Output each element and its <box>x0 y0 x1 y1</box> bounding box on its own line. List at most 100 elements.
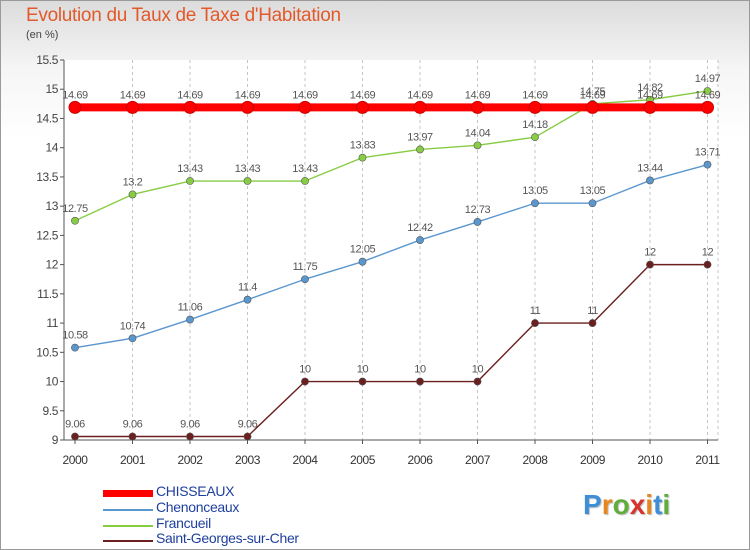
data-point-chisseaux <box>586 100 599 114</box>
data-point-francueil <box>301 177 309 185</box>
logo-letter: r <box>601 489 613 520</box>
x-tick-label: 2008 <box>522 453 548 467</box>
data-point-chenonceaux <box>358 257 367 266</box>
data-point-chenonceaux <box>416 236 424 244</box>
x-tick-label: 2007 <box>465 453 491 467</box>
data-label-chenonceaux: 11.75 <box>293 261 318 273</box>
data-point-chenonceaux <box>128 334 137 343</box>
data-label-chenonceaux: 13.05 <box>580 185 606 197</box>
x-tick-label: 2006 <box>407 453 433 467</box>
data-point-chisseaux <box>701 100 714 114</box>
data-label-chisseaux: 14.69 <box>580 89 606 101</box>
data-point-saint-georges-sur-cher <box>646 260 654 269</box>
chart-title: Evolution du Taux de Taxe d'Habitation <box>26 5 341 26</box>
data-label-francueil: 14.75 <box>580 86 606 98</box>
data-point-chisseaux <box>183 100 197 114</box>
data-point-saint-georges-sur-cher <box>71 432 79 441</box>
data-label-francueil: 13.2 <box>123 176 143 188</box>
data-label-chenonceaux: 11.06 <box>178 302 203 314</box>
data-point-chenonceaux <box>703 160 712 169</box>
data-point-saint-georges-sur-cher <box>473 377 482 386</box>
data-label-saint-georges-sur-cher: 9.06 <box>65 418 85 430</box>
data-label-francueil: 14.18 <box>522 119 548 131</box>
x-tick-label: 2002 <box>177 453 203 467</box>
data-label-saint-georges-sur-cher: 12 <box>702 247 714 259</box>
data-point-chenonceaux <box>473 218 482 226</box>
y-unit-label: (en %) <box>26 29 59 41</box>
data-point-saint-georges-sur-cher <box>588 319 597 327</box>
data-label-francueil: 12.75 <box>62 203 88 215</box>
legend-label-saint-georges-sur-cher: Saint-Georges-sur-Cher <box>156 530 299 546</box>
data-point-chisseaux <box>126 100 139 114</box>
y-tick-label: 11.5 <box>37 287 59 301</box>
data-label-saint-georges-sur-cher: 10 <box>357 364 369 376</box>
data-label-chenonceaux: 12.05 <box>350 244 376 256</box>
data-point-chisseaux <box>298 100 312 114</box>
x-tick-label: 2000 <box>62 453 88 467</box>
legend-swatch-saint-georges-sur-cher <box>103 540 153 542</box>
data-point-francueil <box>243 177 252 185</box>
data-point-francueil <box>531 133 539 142</box>
y-tick-label: 15.5 <box>36 53 58 67</box>
data-label-chenonceaux: 13.05 <box>522 185 548 197</box>
legend-swatch-chisseaux <box>103 490 153 497</box>
data-label-chisseaux: 14.69 <box>292 89 318 101</box>
x-tick-label: 2004 <box>292 453 318 467</box>
data-point-chenonceaux <box>301 275 309 284</box>
data-label-chisseaux: 14.69 <box>350 89 376 101</box>
y-tick-label: 10 <box>45 375 58 389</box>
logo-letter: i <box>662 489 671 520</box>
data-point-francueil <box>703 87 712 95</box>
data-point-francueil <box>473 141 482 150</box>
data-label-chisseaux: 14.69 <box>465 89 491 101</box>
plot-area <box>64 60 718 440</box>
data-label-francueil: 13.43 <box>235 163 261 175</box>
data-label-chenonceaux: 12.42 <box>407 222 433 234</box>
logo-letter: o <box>612 489 630 520</box>
data-point-francueil <box>128 190 137 199</box>
data-label-saint-georges-sur-cher: 9.06 <box>238 418 258 430</box>
data-point-saint-georges-sur-cher <box>703 260 712 269</box>
data-point-saint-georges-sur-cher <box>358 377 367 386</box>
data-label-francueil: 14.97 <box>695 73 721 85</box>
legend-label-chenonceaux: Chenonceaux <box>156 499 240 515</box>
data-point-chenonceaux <box>243 295 252 304</box>
data-label-chenonceaux: 13.44 <box>637 162 663 174</box>
y-tick-label: 14.5 <box>36 111 58 125</box>
data-label-francueil: 13.97 <box>407 131 433 143</box>
data-label-saint-georges-sur-cher: 9.06 <box>123 418 143 430</box>
data-point-chisseaux <box>643 100 657 114</box>
data-point-francueil <box>416 145 424 154</box>
logo-letter: P <box>583 489 602 520</box>
logo-letter: x <box>629 489 646 520</box>
data-label-chisseaux: 14.69 <box>177 89 203 101</box>
data-label-chenonceaux: 10.58 <box>62 330 88 342</box>
y-tick-label: 11 <box>46 316 58 330</box>
data-label-francueil: 14.04 <box>465 127 491 139</box>
data-point-chenonceaux <box>588 199 597 208</box>
x-tick-label: 2010 <box>637 453 663 467</box>
x-tick-label: 2011 <box>695 453 720 467</box>
data-label-chisseaux: 14.69 <box>235 89 261 101</box>
y-tick-label: 12.5 <box>36 228 58 242</box>
data-point-chenonceaux <box>71 343 79 352</box>
data-point-chisseaux <box>528 100 542 114</box>
data-point-francueil <box>71 216 79 225</box>
data-point-chisseaux <box>241 100 254 114</box>
data-point-chisseaux <box>471 100 484 114</box>
data-label-chisseaux: 14.69 <box>62 89 88 101</box>
data-label-francueil: 14.82 <box>637 82 663 94</box>
data-label-chenonceaux: 11.4 <box>238 282 257 294</box>
data-point-chenonceaux <box>646 176 654 185</box>
data-label-chisseaux: 14.69 <box>522 89 548 101</box>
series-line-chenonceaux <box>74 163 708 349</box>
data-label-saint-georges-sur-cher: 11 <box>587 305 598 317</box>
y-tick-label: 10.5 <box>36 345 58 359</box>
legend-swatch-chenonceaux <box>103 509 153 511</box>
data-label-chisseaux: 14.69 <box>695 89 721 101</box>
data-label-francueil: 13.43 <box>177 163 203 175</box>
data-label-saint-georges-sur-cher: 10 <box>472 364 484 376</box>
data-label-saint-georges-sur-cher: 11 <box>530 305 541 317</box>
data-label-saint-georges-sur-cher: 10 <box>414 364 426 376</box>
y-tick-label: 12 <box>45 258 58 272</box>
